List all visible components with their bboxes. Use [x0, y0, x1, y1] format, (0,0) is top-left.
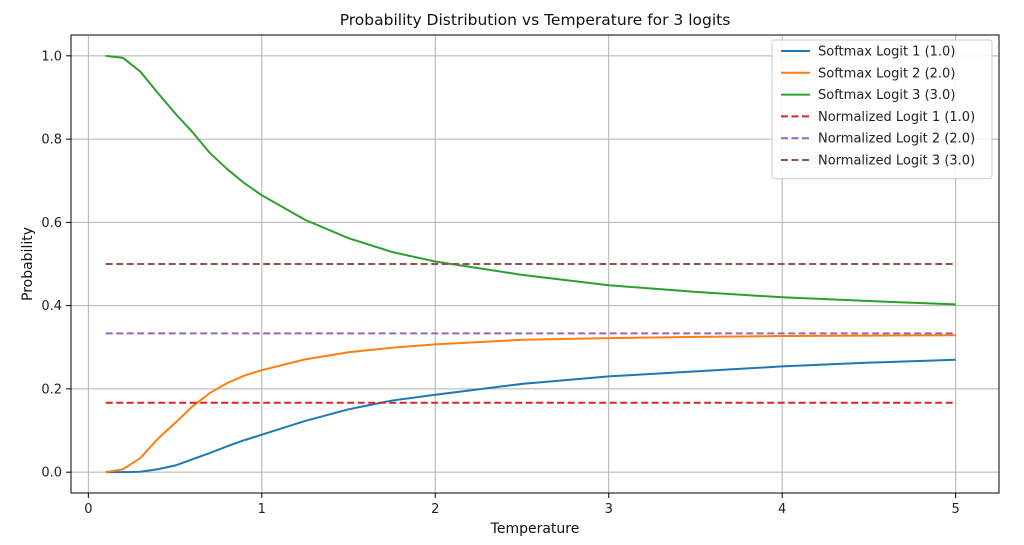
x-tick-label: 0 — [84, 502, 92, 517]
x-tick-label: 4 — [778, 502, 786, 517]
y-axis: 0.0 0.2 0.4 0.6 0.8 1.0 — [41, 49, 71, 481]
legend-box — [771, 39, 993, 180]
x-tick-label: 5 — [951, 502, 959, 517]
x-axis-title: Temperature — [490, 521, 580, 537]
y-tick-label: 0.4 — [41, 299, 62, 314]
legend-label-6: Normalized Logit 3 (3.0) — [818, 154, 975, 169]
series-line-2 — [105, 334, 956, 474]
y-axis-title: Probability — [20, 227, 36, 301]
legend-label-5: Normalized Logit 2 (2.0) — [818, 132, 975, 147]
y-tick-label: 0.2 — [41, 382, 62, 397]
y-tick-label: 1.0 — [41, 49, 62, 64]
chart-title: Probability Distribution vs Temperature … — [340, 11, 731, 29]
series-line-3 — [105, 54, 956, 306]
legend-label-4: Normalized Logit 1 (1.0) — [818, 110, 975, 125]
series-lines — [105, 54, 956, 474]
x-tick-label: 2 — [431, 502, 439, 517]
y-tick-label: 0.8 — [41, 133, 62, 148]
x-axis: 0 1 2 3 4 5 — [84, 493, 960, 517]
legend: Softmax Logit 1 (1.0) Softmax Logit 2 (2.… — [771, 39, 993, 180]
legend-label-1: Softmax Logit 1 (1.0) — [818, 45, 955, 60]
x-tick-label: 3 — [605, 502, 613, 517]
y-tick-label: 0.0 — [41, 466, 62, 481]
legend-label-3: Softmax Logit 3 (3.0) — [818, 88, 955, 103]
y-tick-label: 0.6 — [41, 216, 62, 231]
plot-frame — [70, 34, 1000, 494]
x-tick-label: 1 — [258, 502, 266, 517]
legend-label-2: Softmax Logit 2 (2.0) — [818, 66, 955, 81]
series-line-1 — [105, 358, 956, 474]
